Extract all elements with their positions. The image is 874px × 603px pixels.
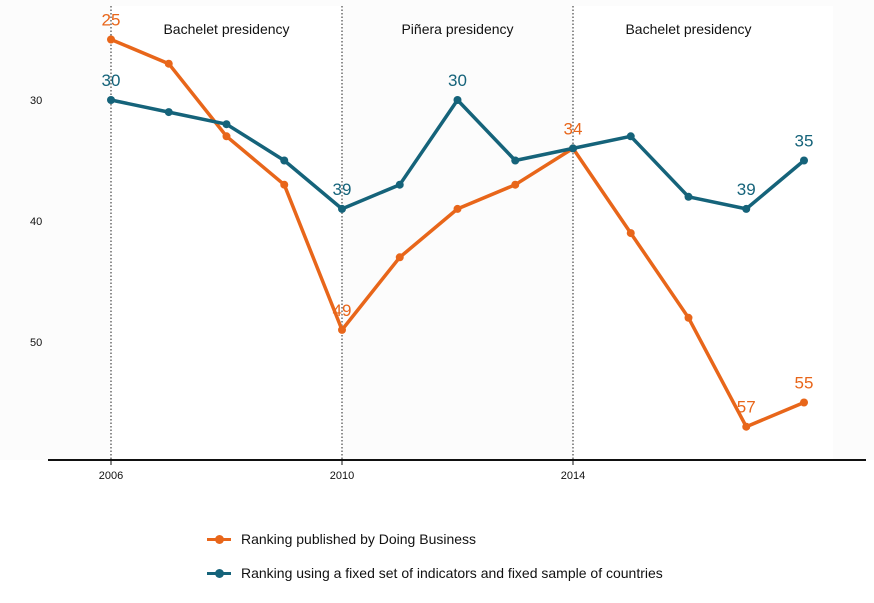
series-1-point-2007 — [164, 108, 173, 117]
data-label-0-2014: 34 — [564, 119, 583, 138]
series-1-point-2017 — [742, 204, 751, 213]
period-label-1: Piñera presidency — [401, 21, 513, 37]
data-label-0-2010: 49 — [333, 301, 352, 320]
data-label-1-2006: 30 — [102, 71, 121, 90]
series-0-point-2007 — [164, 59, 173, 68]
series-0-point-2011 — [395, 253, 404, 262]
data-label-1-2018: 35 — [795, 132, 814, 151]
series-1-point-2016 — [684, 192, 693, 201]
legend-item-fixed-sample: Ranking using a fixed set of indicators … — [207, 561, 663, 585]
series-1-point-2010 — [338, 204, 346, 213]
x-tick-2010: 2010 — [330, 470, 354, 482]
legend-swatch-doing-business — [207, 534, 231, 544]
y-tick-40: 40 — [30, 216, 42, 228]
series-0-point-2006 — [107, 35, 115, 44]
data-label-1-2012: 30 — [448, 71, 467, 90]
series-1-point-2008 — [222, 120, 231, 129]
series-0-point-2017 — [742, 422, 751, 431]
x-tick-2014: 2014 — [561, 470, 585, 482]
series-1-point-2012 — [453, 96, 462, 104]
series-0-point-2008 — [222, 132, 231, 141]
series-1-point-2011 — [395, 180, 404, 189]
series-0-point-2013 — [511, 180, 520, 189]
series-0-point-2010 — [338, 325, 346, 334]
legend-label-fixed-sample: Ranking using a fixed set of indicators … — [241, 565, 663, 581]
series-0-point-2016 — [684, 313, 693, 322]
data-label-0-2006: 25 — [102, 11, 121, 30]
data-label-1-2017: 39 — [737, 180, 756, 199]
series-1-point-2014 — [569, 144, 577, 153]
series-0-point-2009 — [280, 180, 289, 189]
series-0-point-2015 — [626, 229, 635, 238]
series-1-point-2013 — [511, 156, 520, 165]
series-1-point-2006 — [107, 96, 115, 104]
period-band-0 — [111, 6, 342, 460]
x-tick-2006: 2006 — [99, 470, 123, 482]
series-1-point-2009 — [280, 156, 289, 165]
y-tick-30: 30 — [30, 95, 42, 107]
legend-swatch-fixed-sample — [207, 568, 231, 578]
period-band-2 — [573, 6, 833, 460]
data-label-1-2010: 39 — [333, 180, 352, 199]
legend-item-doing-business: Ranking published by Doing Business — [207, 527, 476, 551]
legend-label-doing-business: Ranking published by Doing Business — [241, 531, 477, 547]
series-1-point-2018 — [800, 156, 808, 165]
y-tick-50: 50 — [30, 337, 42, 349]
data-label-0-2017: 57 — [737, 398, 756, 417]
series-0-point-2012 — [453, 204, 462, 213]
series-1-point-2015 — [626, 132, 635, 141]
period-label-2: Bachelet presidency — [625, 21, 751, 37]
series-0-point-2018 — [800, 398, 808, 407]
data-label-0-2018: 55 — [795, 374, 814, 393]
legend: Ranking published by Doing Business Rank… — [199, 514, 773, 594]
period-label-0: Bachelet presidency — [163, 21, 289, 37]
